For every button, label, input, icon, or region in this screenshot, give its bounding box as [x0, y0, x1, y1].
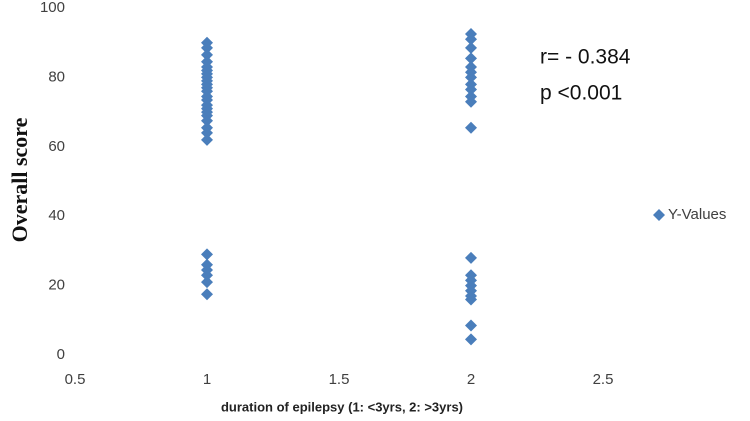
point	[465, 52, 477, 65]
point	[465, 71, 477, 84]
point	[201, 114, 213, 127]
point	[465, 319, 477, 332]
point	[201, 248, 213, 261]
point	[465, 33, 477, 46]
point	[201, 269, 213, 282]
annotation: r= - 0.384	[540, 46, 631, 69]
x-axis-label: duration of epilepsy (1: <3yrs, 2: >3yrs…	[221, 399, 463, 414]
point	[465, 293, 477, 306]
point	[465, 95, 477, 108]
y-tick-label: 20	[48, 277, 65, 294]
y-tick-label: 60	[48, 138, 65, 155]
legend-marker	[653, 209, 665, 221]
y-tick-label: 0	[57, 346, 65, 363]
point	[201, 48, 213, 61]
point	[201, 133, 213, 146]
y-tick-label: 40	[48, 207, 65, 224]
point	[465, 41, 477, 54]
annotation: p <0.001	[540, 82, 622, 105]
x-tick-label: 2.5	[593, 371, 614, 388]
x-tick-label: 0.5	[65, 371, 86, 388]
x-tick-label: 1	[203, 371, 211, 388]
point	[465, 121, 477, 134]
point	[465, 251, 477, 264]
point	[201, 126, 213, 139]
y-tick-label: 100	[40, 0, 65, 16]
point	[465, 333, 477, 346]
point	[201, 41, 213, 54]
y-axis-label: Overall score	[7, 117, 32, 242]
legend-label: Y-Values	[668, 206, 726, 223]
x-tick-label: 2	[467, 371, 475, 388]
point	[201, 276, 213, 289]
point	[465, 83, 477, 96]
x-tick-label: 1.5	[329, 371, 350, 388]
y-tick-label: 80	[48, 68, 65, 85]
point	[201, 288, 213, 301]
